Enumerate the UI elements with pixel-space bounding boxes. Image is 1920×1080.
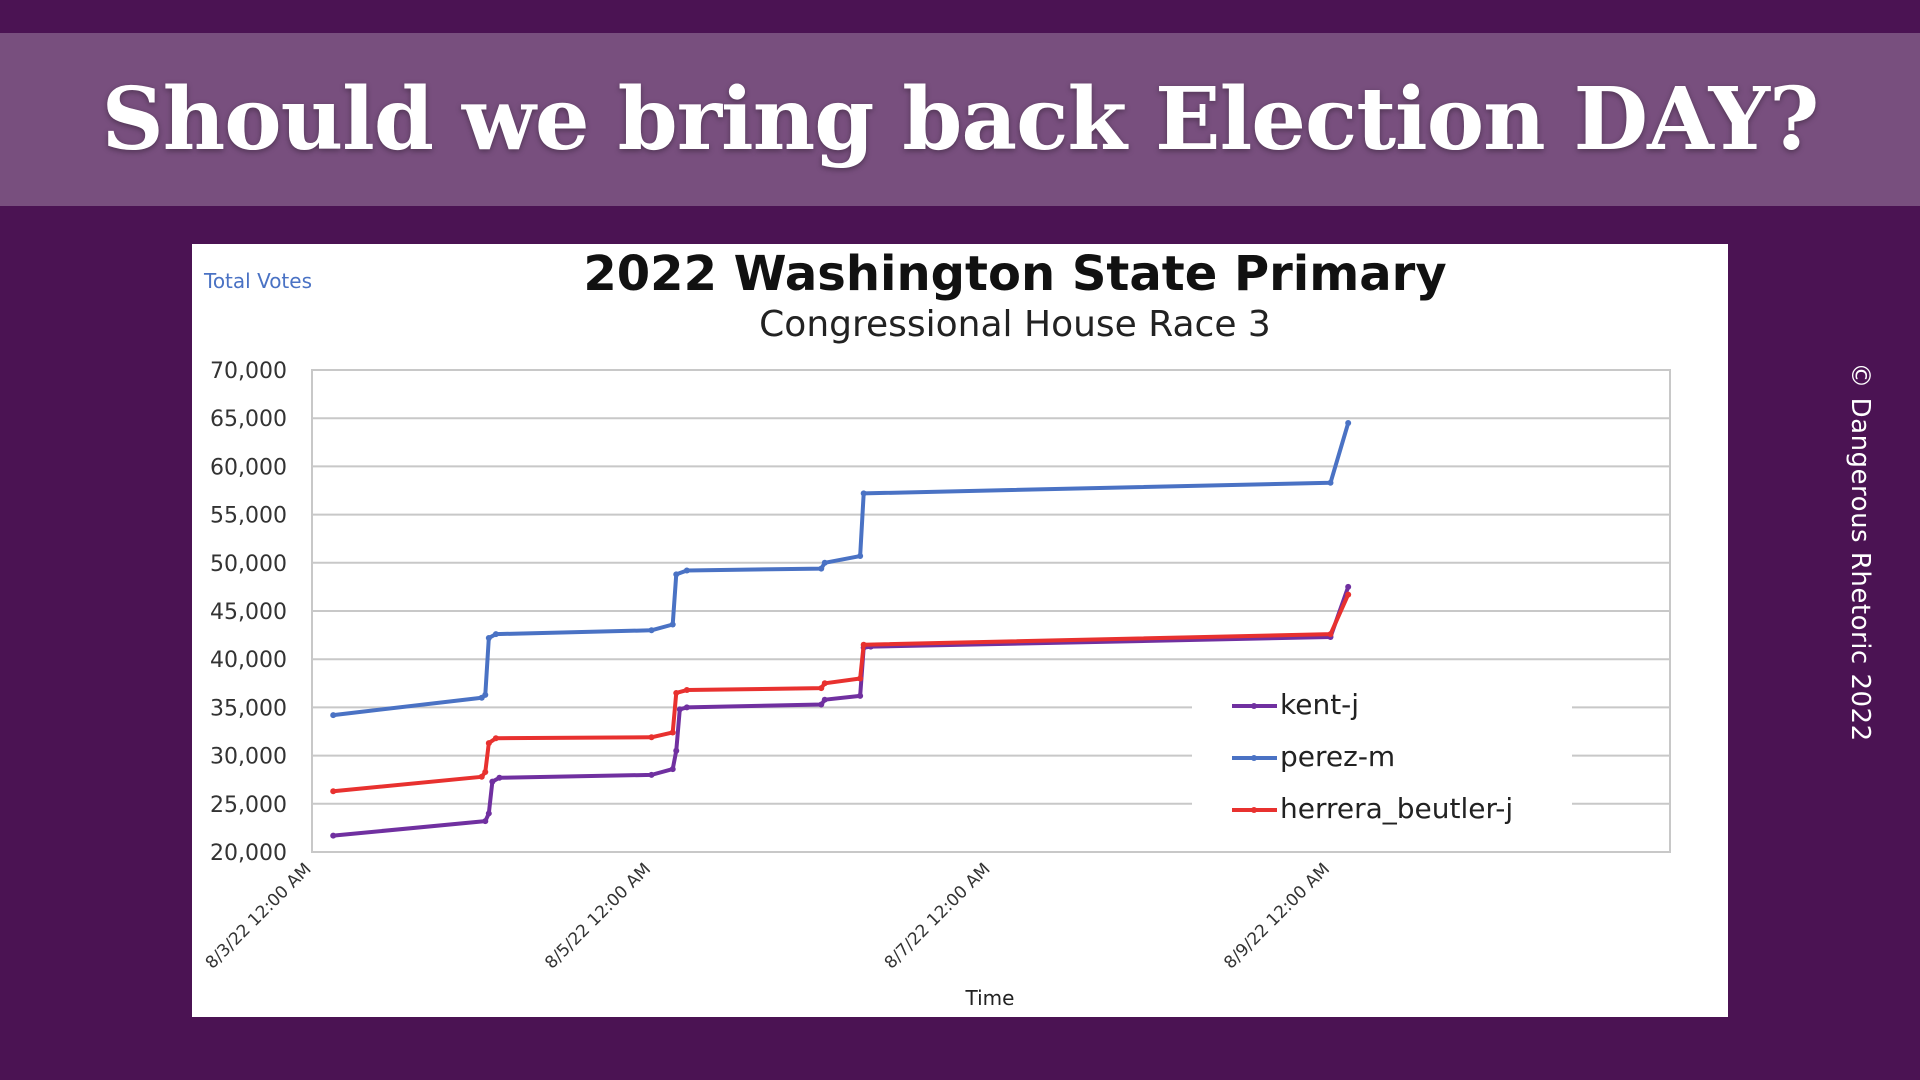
data-point-perez-m [485,634,492,641]
data-point-kent-j [673,747,680,754]
data-point-kent-j [683,704,690,711]
headline: Should we bring back Election DAY? [101,69,1820,170]
y-axis-label: Total Votes [203,269,312,293]
copyright-text: © Dangerous Rhetoric 2022 [1845,362,1875,742]
data-point-perez-m [857,553,864,560]
line-chart: 2022 Washington State PrimaryCongression… [202,246,1671,1010]
legend-marker-herrera_beutler-j [1251,807,1257,813]
data-point-perez-m [1327,479,1334,486]
data-point-herrera_beutler-j [683,687,690,694]
data-point-herrera_beutler-j [492,735,499,742]
data-point-herrera_beutler-j [648,734,655,741]
data-point-kent-j [648,771,655,778]
chart-title: 2022 Washington State Primary [583,246,1446,302]
data-point-kent-j [857,692,864,699]
data-point-perez-m [492,631,499,638]
data-point-herrera_beutler-j [478,773,485,780]
data-point-kent-j [485,810,492,817]
y-tick-label: 55,000 [210,504,287,529]
legend-box [1192,662,1572,834]
data-point-kent-j [669,766,676,773]
legend-label-kent-j: kent-j [1280,688,1359,721]
legend-label-herrera_beutler-j: herrera_beutler-j [1280,792,1513,825]
data-point-perez-m [860,490,867,497]
data-point-perez-m [818,565,825,572]
legend-marker-perez-m [1251,755,1257,761]
legend-label-perez-m: perez-m [1280,740,1395,773]
data-point-perez-m [683,567,690,574]
legend-marker-kent-j [1251,703,1257,709]
data-point-kent-j [1345,583,1352,590]
y-tick-label: 60,000 [210,455,287,480]
data-point-kent-j [496,774,503,781]
data-point-kent-j [821,696,828,703]
data-point-herrera_beutler-j [482,768,489,775]
data-point-herrera_beutler-j [485,740,492,747]
data-point-kent-j [489,778,496,785]
data-point-kent-j [330,832,337,839]
data-point-perez-m [330,712,337,719]
data-point-herrera_beutler-j [673,689,680,696]
data-point-herrera_beutler-j [1345,591,1352,598]
title-banner: Should we bring back Election DAY? [0,33,1920,206]
data-point-kent-j [818,701,825,708]
data-point-kent-j [482,818,489,825]
data-point-perez-m [669,621,676,628]
y-tick-label: 25,000 [210,793,287,818]
x-tick-label: 8/3/22 12:00 AM [202,859,316,973]
chart-subtitle: Congressional House Race 3 [759,304,1271,345]
data-point-perez-m [673,571,680,578]
y-tick-label: 45,000 [210,600,287,625]
data-point-kent-j [676,706,683,713]
data-point-herrera_beutler-j [857,675,864,682]
x-tick-label: 8/5/22 12:00 AM [541,859,655,973]
y-tick-label: 35,000 [210,696,287,721]
data-point-herrera_beutler-j [669,729,676,736]
data-point-herrera_beutler-j [818,685,825,692]
data-point-perez-m [482,691,489,698]
data-point-herrera_beutler-j [821,680,828,687]
y-tick-label: 20,000 [210,841,287,866]
data-point-perez-m [648,627,655,634]
x-tick-label: 8/7/22 12:00 AM [881,859,995,973]
y-tick-label: 70,000 [210,359,287,384]
y-tick-label: 30,000 [210,745,287,770]
x-axis-label: Time [965,986,1015,1010]
data-point-perez-m [821,559,828,566]
data-point-herrera_beutler-j [860,641,867,648]
data-point-perez-m [1345,420,1352,427]
y-tick-label: 65,000 [210,407,287,432]
chart-card: 2022 Washington State Primary Congression… [192,244,1728,1017]
y-tick-label: 50,000 [210,552,287,577]
x-tick-label: 8/9/22 12:00 AM [1220,859,1334,973]
data-point-herrera_beutler-j [330,788,337,795]
data-point-herrera_beutler-j [1327,631,1334,638]
y-tick-label: 40,000 [210,648,287,673]
